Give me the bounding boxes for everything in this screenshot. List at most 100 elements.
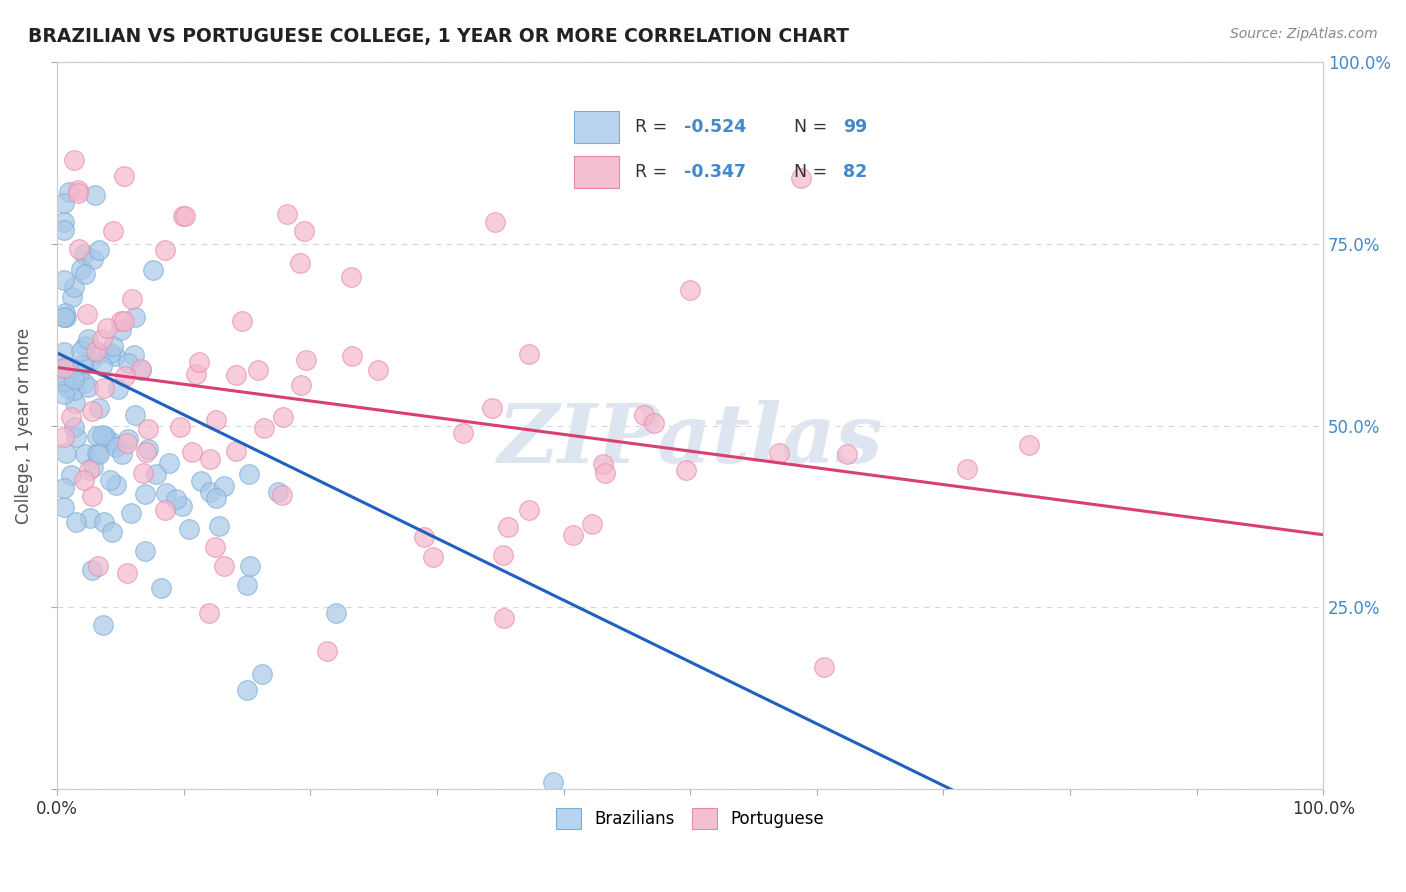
Point xyxy=(247,362,270,376)
Point xyxy=(236,578,259,592)
Point xyxy=(290,377,312,392)
Point xyxy=(55,310,77,325)
Point xyxy=(93,516,115,530)
Point xyxy=(76,307,98,321)
Text: -0.524: -0.524 xyxy=(683,118,747,136)
Point xyxy=(184,367,207,381)
Point xyxy=(122,348,145,362)
Point xyxy=(134,543,156,558)
Point xyxy=(132,467,155,481)
Point xyxy=(87,447,110,461)
Point xyxy=(188,355,211,369)
Point xyxy=(110,323,132,337)
Point xyxy=(52,345,75,359)
Text: -0.347: -0.347 xyxy=(683,163,745,181)
Point xyxy=(82,404,104,418)
Point xyxy=(52,310,75,324)
Point xyxy=(53,306,76,320)
Point xyxy=(52,360,75,375)
Point xyxy=(52,223,75,237)
Point xyxy=(93,381,115,395)
Point xyxy=(197,606,219,620)
Text: 82: 82 xyxy=(844,163,868,181)
Point xyxy=(103,224,125,238)
Point xyxy=(134,486,156,500)
Text: Source: ZipAtlas.com: Source: ZipAtlas.com xyxy=(1230,27,1378,41)
Point xyxy=(266,485,288,500)
Point xyxy=(117,356,139,370)
Point xyxy=(239,558,262,573)
Point xyxy=(55,376,77,390)
Point xyxy=(644,416,666,430)
Point xyxy=(73,376,96,391)
Point xyxy=(80,353,103,368)
Point xyxy=(69,343,91,358)
Point xyxy=(63,383,86,397)
Point xyxy=(117,432,139,446)
Point xyxy=(63,419,86,434)
Point xyxy=(86,446,108,460)
Point xyxy=(276,206,298,220)
Point xyxy=(124,310,146,325)
Point xyxy=(190,474,212,488)
Point xyxy=(367,363,389,377)
Point xyxy=(115,566,138,581)
Point xyxy=(70,261,93,276)
Point xyxy=(73,247,96,261)
Point xyxy=(225,368,247,383)
Point xyxy=(484,215,506,229)
Point xyxy=(422,549,444,564)
Text: BRAZILIAN VS PORTUGUESE COLLEGE, 1 YEAR OR MORE CORRELATION CHART: BRAZILIAN VS PORTUGUESE COLLEGE, 1 YEAR … xyxy=(28,27,849,45)
Point xyxy=(87,346,110,360)
Point xyxy=(491,548,513,562)
Point xyxy=(91,332,114,346)
Point xyxy=(633,408,655,422)
Point xyxy=(212,478,235,492)
Point xyxy=(238,467,260,482)
Point xyxy=(225,444,247,458)
Point xyxy=(172,209,194,223)
Point xyxy=(112,313,135,327)
Point xyxy=(121,292,143,306)
Point xyxy=(153,503,176,517)
Point xyxy=(52,310,75,325)
Point xyxy=(179,522,201,536)
Text: N =: N = xyxy=(794,118,832,136)
Point xyxy=(98,345,121,359)
Point xyxy=(60,289,83,303)
Point xyxy=(67,367,90,381)
Point xyxy=(543,775,565,789)
Point xyxy=(83,188,105,202)
Point xyxy=(101,339,124,353)
Point xyxy=(90,428,112,442)
Point xyxy=(66,183,89,197)
Point xyxy=(496,520,519,534)
Point xyxy=(52,273,75,287)
Point xyxy=(129,362,152,376)
Point xyxy=(675,463,697,477)
Point xyxy=(956,462,979,476)
Point xyxy=(205,413,228,427)
Text: 99: 99 xyxy=(844,118,868,136)
Point xyxy=(104,478,127,492)
Point xyxy=(180,445,202,459)
Point xyxy=(112,169,135,183)
Point xyxy=(592,458,614,472)
Point xyxy=(316,643,339,657)
Point xyxy=(104,349,127,363)
Point xyxy=(73,447,96,461)
FancyBboxPatch shape xyxy=(574,156,619,188)
FancyBboxPatch shape xyxy=(574,111,619,143)
Point xyxy=(84,343,107,358)
Text: N =: N = xyxy=(794,163,832,181)
Point xyxy=(60,468,83,483)
Point xyxy=(207,518,229,533)
Point xyxy=(155,485,177,500)
Point xyxy=(82,459,104,474)
Point xyxy=(157,456,180,470)
Y-axis label: College, 1 year or more: College, 1 year or more xyxy=(15,327,32,524)
Point xyxy=(111,447,134,461)
Point xyxy=(52,500,75,514)
Point xyxy=(325,606,347,620)
Point xyxy=(107,382,129,396)
